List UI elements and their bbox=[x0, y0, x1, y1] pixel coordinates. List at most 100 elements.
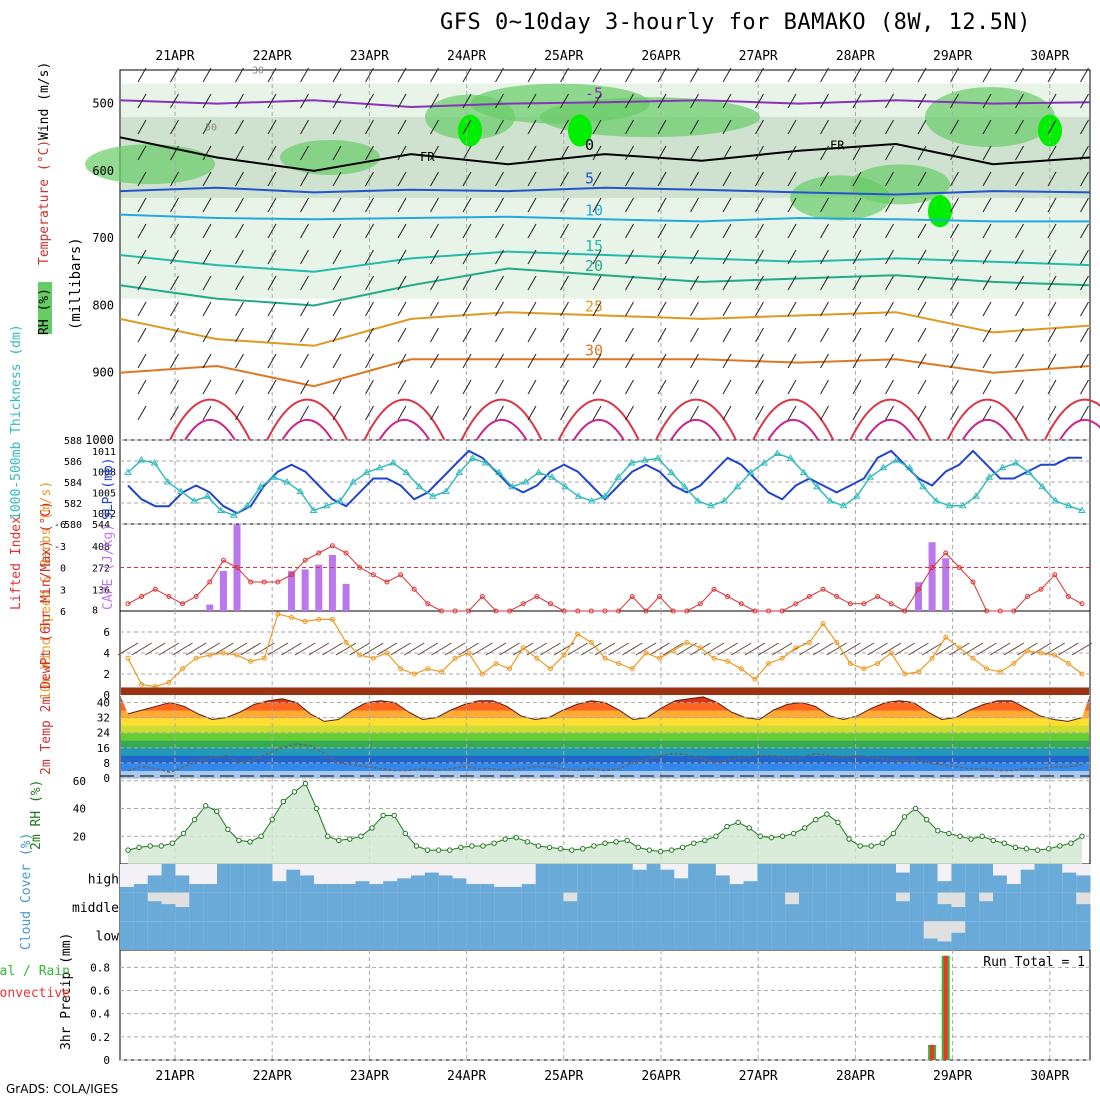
thickness-marker bbox=[627, 459, 636, 466]
lifted-marker bbox=[725, 594, 731, 599]
thickness-marker bbox=[760, 459, 768, 466]
wind-barb bbox=[1015, 353, 1024, 369]
wind-barb bbox=[202, 93, 212, 109]
lifted-marker bbox=[711, 586, 717, 592]
wind-barb bbox=[657, 327, 667, 343]
wind-barb bbox=[820, 405, 829, 421]
wind-barb bbox=[592, 405, 602, 421]
cloud-cell bbox=[1020, 921, 1036, 950]
lifted-marker bbox=[289, 572, 295, 578]
lifted-marker bbox=[847, 601, 853, 607]
cloud-cell bbox=[521, 921, 537, 950]
thickness-marker bbox=[614, 473, 623, 480]
cloud-cell bbox=[1048, 864, 1063, 893]
rh-2m-marker bbox=[857, 843, 863, 849]
cloud-cell bbox=[369, 892, 384, 922]
rh-2m-marker bbox=[524, 839, 531, 845]
wind-barb bbox=[332, 171, 342, 187]
wind-barb bbox=[137, 275, 147, 291]
wind-speed-marker bbox=[711, 655, 717, 661]
isotherm-hot-arc bbox=[475, 419, 528, 441]
cloud-cell bbox=[979, 921, 994, 950]
wind-barb bbox=[300, 145, 309, 161]
isotherm-line bbox=[119, 358, 1091, 388]
lifted-index-line bbox=[127, 545, 1083, 612]
wind-speed-marker bbox=[956, 645, 962, 651]
run-total-label: Run Total = 1 bbox=[983, 955, 1085, 970]
cloud-cell bbox=[868, 921, 883, 950]
cloud-cell bbox=[258, 892, 273, 922]
lifted-marker bbox=[984, 608, 990, 614]
cloud-cell bbox=[646, 864, 661, 893]
wind-ylabel: 10m Wind Speed & Barbs (m/s) bbox=[39, 481, 54, 700]
wind-barb bbox=[430, 171, 439, 187]
wind-speed-marker bbox=[1052, 652, 1058, 658]
wind-10m-barb bbox=[921, 642, 943, 656]
wind-barb bbox=[1080, 171, 1089, 187]
temp-color-band bbox=[121, 770, 1089, 779]
wind-10m-barb bbox=[281, 642, 302, 656]
wind-barb bbox=[625, 249, 634, 265]
cape-bar bbox=[301, 569, 309, 611]
isotherm-hot-arc bbox=[281, 419, 334, 441]
cloud-cell bbox=[161, 864, 176, 893]
thickness-marker bbox=[852, 492, 861, 499]
wind-speed-marker bbox=[193, 655, 199, 661]
rh-legend-label: RH (%) bbox=[37, 288, 52, 335]
lifted-marker bbox=[411, 586, 417, 592]
rh-2m-marker bbox=[890, 830, 897, 837]
rh-2m-marker bbox=[502, 836, 508, 842]
wind-speed-marker bbox=[384, 650, 390, 656]
thickness-marker bbox=[707, 501, 715, 509]
wind-barb bbox=[1015, 275, 1024, 291]
date-label-top: 27APR bbox=[739, 49, 778, 64]
wind-speed-marker bbox=[643, 650, 649, 656]
wind-barb bbox=[852, 353, 862, 369]
cloud-cell bbox=[702, 921, 717, 950]
cloud-cell bbox=[868, 864, 883, 893]
cloud-cell bbox=[494, 921, 509, 950]
lifted-marker bbox=[261, 579, 267, 585]
wind-10m-barb bbox=[799, 642, 820, 656]
temp-color-band bbox=[121, 740, 1089, 749]
cape-bar bbox=[914, 582, 922, 611]
cloud-cell bbox=[397, 921, 412, 950]
wind-barb bbox=[267, 249, 277, 265]
thickness-marker bbox=[389, 459, 397, 466]
wind-barb bbox=[137, 249, 147, 265]
cloud-cell bbox=[438, 875, 454, 893]
thickness-marker bbox=[1051, 497, 1060, 504]
wind-barb bbox=[592, 301, 602, 317]
wind-barb bbox=[462, 353, 472, 369]
cloud-cell bbox=[147, 901, 163, 922]
lifted-marker bbox=[316, 550, 322, 556]
wind-barb bbox=[202, 275, 212, 291]
wind-barb bbox=[1047, 93, 1057, 109]
wind-barb bbox=[592, 327, 602, 343]
precip-legend-convective: Convective bbox=[0, 986, 70, 1001]
cloud-bg-cell bbox=[508, 864, 523, 893]
wind-10m-barb bbox=[812, 642, 834, 656]
wind-barb bbox=[852, 301, 862, 317]
isotherm-label: -5 bbox=[585, 84, 603, 102]
wind-speed-marker bbox=[547, 666, 553, 672]
isotherm-hot-arc bbox=[767, 419, 820, 441]
rh-2m-marker bbox=[225, 826, 231, 833]
rh-2m-marker bbox=[380, 812, 386, 819]
cloud-cell bbox=[244, 864, 260, 893]
cape-tick: 136 bbox=[92, 585, 110, 596]
wind-barb bbox=[787, 67, 797, 83]
date-label-top: 28APR bbox=[836, 49, 875, 64]
lifted-marker bbox=[616, 608, 622, 614]
wind-barb bbox=[885, 197, 894, 213]
wind-barb bbox=[527, 93, 537, 109]
wind-barb bbox=[885, 145, 894, 161]
lifted-marker bbox=[207, 579, 213, 585]
wind-barb bbox=[625, 353, 634, 369]
cloud-cell bbox=[355, 892, 370, 922]
cloud-cell bbox=[868, 892, 883, 922]
thickness-marker bbox=[521, 478, 530, 485]
cloud-cell bbox=[882, 864, 897, 893]
wind-barb bbox=[397, 197, 407, 213]
wind-barb bbox=[235, 327, 244, 343]
